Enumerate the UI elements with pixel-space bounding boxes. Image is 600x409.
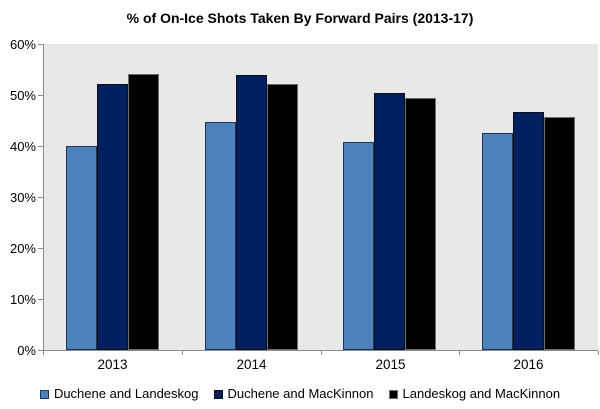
y-axis-label: 10% bbox=[9, 292, 36, 307]
legend-swatch-icon bbox=[388, 389, 398, 399]
bar-2015-series-2 bbox=[374, 93, 405, 350]
legend-item-1: Duchene and Landeskog bbox=[39, 386, 199, 401]
y-axis-line bbox=[43, 44, 44, 350]
x-axis-tick bbox=[43, 351, 44, 355]
x-axis-label-2016: 2016 bbox=[513, 357, 544, 372]
chart-title: % of On-Ice Shots Taken By Forward Pairs… bbox=[126, 10, 474, 26]
bar-2014-series-2 bbox=[236, 75, 267, 350]
legend-swatch-icon bbox=[39, 389, 49, 399]
x-axis-tick bbox=[598, 351, 599, 355]
y-axis-label: 50% bbox=[9, 88, 36, 103]
y-axis-label: 0% bbox=[17, 343, 36, 358]
x-axis-line bbox=[38, 350, 598, 351]
bar-2014-series-3 bbox=[267, 84, 298, 350]
y-axis-tick bbox=[38, 299, 43, 300]
bar-2016-series-2 bbox=[513, 112, 544, 350]
y-axis-tick bbox=[38, 44, 43, 45]
legend-label: Landeskog and MacKinnon bbox=[402, 386, 561, 401]
bar-2016-series-3 bbox=[544, 117, 575, 350]
x-axis-tick bbox=[459, 351, 460, 355]
bar-2016-series-1 bbox=[482, 133, 513, 350]
y-axis-tick bbox=[38, 146, 43, 147]
y-axis-label: 40% bbox=[9, 139, 36, 154]
legend-label: Duchene and MacKinnon bbox=[227, 386, 374, 401]
x-axis-label-2013: 2013 bbox=[97, 357, 128, 372]
legend-label: Duchene and Landeskog bbox=[53, 386, 199, 401]
y-axis-tick bbox=[38, 197, 43, 198]
bar-2013-series-1 bbox=[66, 146, 97, 350]
y-axis-label: 60% bbox=[9, 37, 36, 52]
y-axis-label: 30% bbox=[9, 190, 36, 205]
legend-item-2: Duchene and MacKinnon bbox=[213, 386, 374, 401]
bar-2015-series-3 bbox=[405, 98, 436, 350]
x-axis-tick bbox=[182, 351, 183, 355]
legend: Duchene and Landeskog Duchene and MacKinn… bbox=[0, 385, 600, 403]
bar-2014-series-1 bbox=[205, 122, 236, 350]
y-axis-tick bbox=[38, 248, 43, 249]
bar-2013-series-3 bbox=[128, 74, 159, 350]
legend-swatch-icon bbox=[213, 389, 223, 399]
bar-2015-series-1 bbox=[343, 142, 374, 350]
y-axis-label: 20% bbox=[9, 241, 36, 256]
x-axis-label-2015: 2015 bbox=[375, 357, 406, 372]
x-axis-tick bbox=[321, 351, 322, 355]
y-axis-tick bbox=[38, 95, 43, 96]
bar-2013-series-2 bbox=[97, 84, 128, 350]
x-axis-label-2014: 2014 bbox=[236, 357, 267, 372]
legend-item-3: Landeskog and MacKinnon bbox=[388, 386, 561, 401]
